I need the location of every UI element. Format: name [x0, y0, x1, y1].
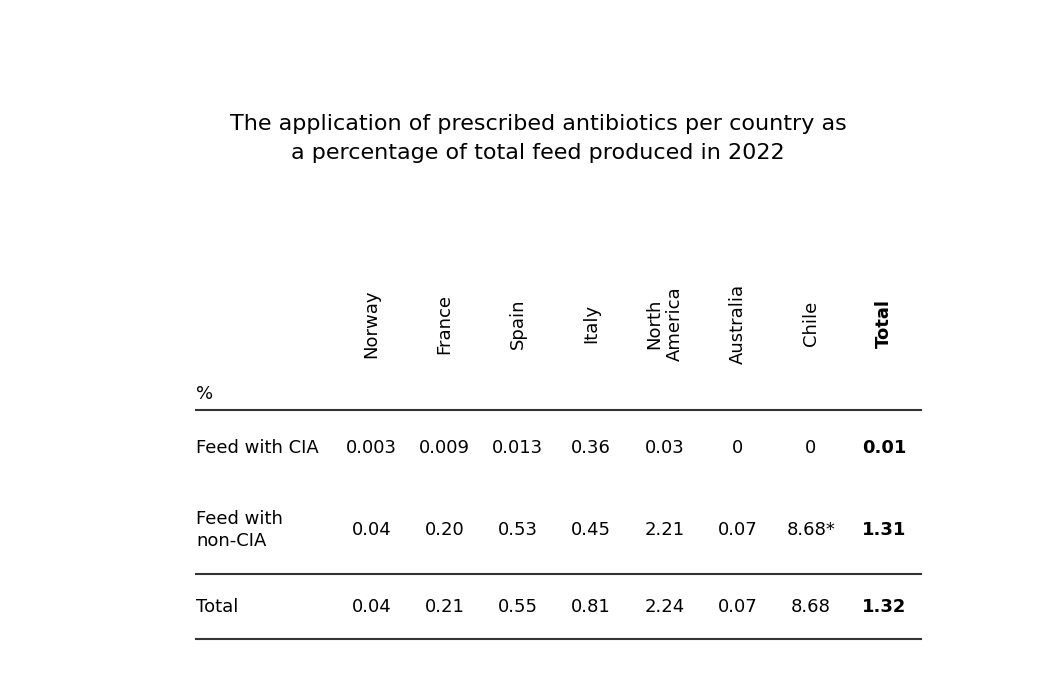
Text: Feed with CIA: Feed with CIA [196, 439, 319, 457]
Text: 1.32: 1.32 [862, 598, 906, 616]
Text: 0.45: 0.45 [571, 521, 611, 539]
Text: 0.53: 0.53 [498, 521, 538, 539]
Text: 0.003: 0.003 [345, 439, 397, 457]
Text: 2.21: 2.21 [645, 521, 685, 539]
Text: 8.68*: 8.68* [786, 521, 835, 539]
Text: 2.24: 2.24 [644, 598, 685, 616]
Text: The application of prescribed antibiotics per country as
a percentage of total f: The application of prescribed antibiotic… [230, 113, 846, 163]
Text: Norway: Norway [362, 290, 380, 358]
Text: 0.01: 0.01 [862, 439, 906, 457]
Text: Total: Total [196, 598, 238, 616]
Text: 0.04: 0.04 [352, 598, 392, 616]
Text: 0: 0 [732, 439, 743, 457]
Text: France: France [436, 294, 454, 354]
Text: 0.20: 0.20 [424, 521, 464, 539]
Text: 8.68: 8.68 [791, 598, 831, 616]
Text: 0.03: 0.03 [645, 439, 685, 457]
Text: 0.36: 0.36 [571, 439, 611, 457]
Text: Total: Total [875, 300, 892, 349]
Text: 0.55: 0.55 [498, 598, 538, 616]
Text: North
America: North America [645, 286, 684, 361]
Text: 0.21: 0.21 [424, 598, 464, 616]
Text: 0.009: 0.009 [419, 439, 470, 457]
Text: %: % [196, 385, 213, 403]
Text: Chile: Chile [802, 301, 820, 346]
Text: 0.04: 0.04 [352, 521, 392, 539]
Text: 0: 0 [805, 439, 816, 457]
Text: Australia: Australia [729, 284, 747, 364]
Text: Italy: Italy [582, 304, 600, 344]
Text: 0.81: 0.81 [571, 598, 611, 616]
Text: 0.07: 0.07 [717, 598, 757, 616]
Text: Feed with
non-CIA: Feed with non-CIA [196, 510, 284, 550]
Text: 0.07: 0.07 [717, 521, 757, 539]
Text: 1.31: 1.31 [862, 521, 906, 539]
Text: Spain: Spain [509, 299, 527, 349]
Text: 0.013: 0.013 [492, 439, 543, 457]
